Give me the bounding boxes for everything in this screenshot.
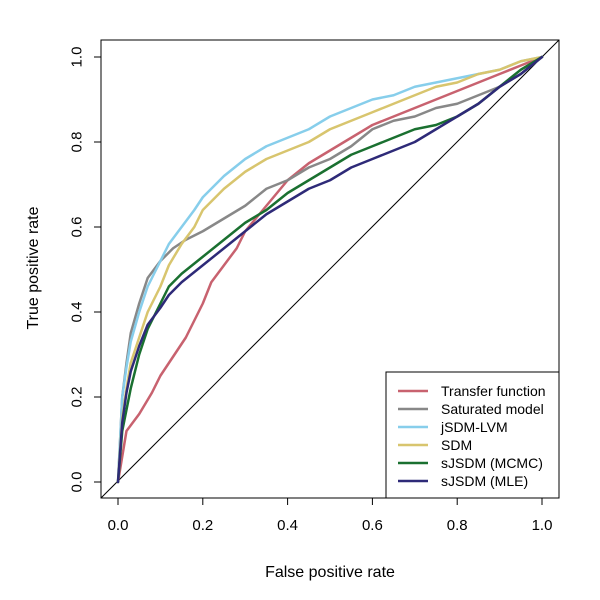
x-tick-label: 0.6: [362, 517, 383, 534]
x-tick-label: 0.8: [447, 517, 468, 534]
x-tick-label: 0.0: [108, 517, 129, 534]
legend-label: sJSDM (MCMC): [441, 455, 543, 471]
x-tick-label: 0.4: [277, 517, 298, 534]
y-tick-label: 0.6: [69, 217, 86, 238]
y-tick-label: 0.2: [69, 387, 86, 408]
legend-label: Saturated model: [441, 401, 544, 417]
y-axis-title: True positive rate: [25, 206, 42, 329]
legend: Transfer function Saturated model jSDM-LVM…: [385, 371, 560, 499]
series-line-sjsdm-mle: [116, 55, 544, 484]
reference-diagonal: [100, 39, 560, 499]
series-line-saturated-model: [116, 55, 544, 484]
series-layer: [116, 55, 544, 484]
series-line-transfer-function: [116, 55, 544, 484]
legend-label: SDM: [441, 437, 472, 453]
legend-label: sJSDM (MLE): [441, 473, 528, 489]
x-tick-label: 0.2: [192, 517, 213, 534]
axes-layer: 0.0 0.2 0.4 0.6 0.8 1.0 0.0 0.2 0.4 0.6 0.8 1.0: [69, 39, 560, 534]
y-tick-label: 0.4: [69, 302, 86, 323]
legend-label: Transfer function: [441, 383, 546, 399]
legend-label: jSDM-LVM: [440, 419, 508, 435]
y-tick-label: 0.8: [69, 132, 86, 153]
series-line-sdm: [116, 55, 544, 484]
x-axis-title: False positive rate: [265, 564, 395, 581]
y-tick-label: 0.0: [69, 472, 86, 493]
legend-box: [385, 371, 560, 499]
series-line-jsdm-lvm: [116, 55, 544, 484]
x-tick-label: 1.0: [532, 517, 553, 534]
plot-frame: [100, 39, 560, 499]
y-tick-label: 1.0: [69, 47, 86, 68]
